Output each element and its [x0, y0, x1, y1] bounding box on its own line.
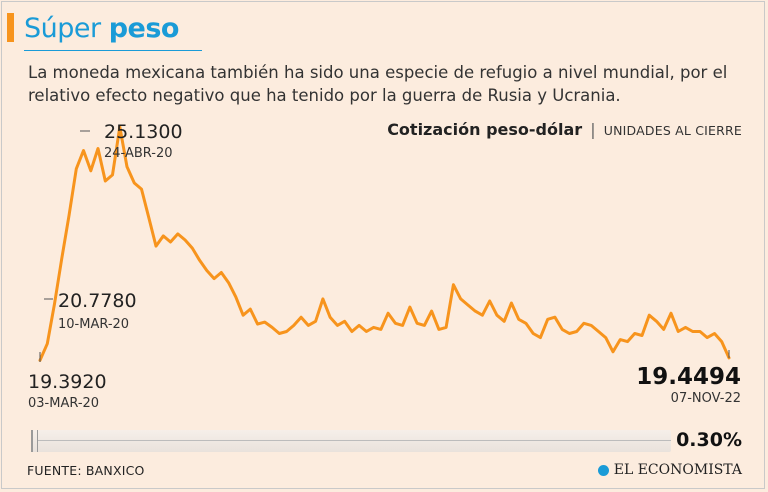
change-progress-guide [37, 440, 671, 441]
page-title: Súper peso [24, 12, 179, 46]
title-bold: peso [108, 13, 180, 44]
subtitle: La moneda mexicana también ha sido una e… [28, 63, 728, 105]
label-min-value: 19.3920 [28, 371, 107, 393]
label-early-value: 20.7780 [58, 290, 137, 312]
label-last-date: 07-NOV-22 [671, 391, 741, 406]
series-line-peso-dolar [38, 125, 731, 362]
change-progress-fill [31, 430, 33, 452]
change-progress-start-mark [37, 430, 38, 452]
chart-title-main: Cotización peso-dólar [387, 120, 583, 139]
change-percent: 0.30% [676, 429, 742, 451]
title-accent-bar [7, 13, 14, 42]
label-min-date: 03-MAR-20 [28, 396, 99, 411]
brand-name: EL ECONOMISTA [613, 462, 742, 478]
brand-logo: EL ECONOMISTA [597, 462, 742, 478]
title-underline [24, 50, 202, 51]
label-early-date: 10-MAR-20 [58, 317, 129, 332]
title-light: Súper [24, 13, 101, 44]
chart-units: UNIDADES AL CIERRE [603, 123, 742, 138]
label-max-date: 24-ABR-20 [104, 146, 173, 161]
change-progress-track [31, 430, 671, 452]
brand-globe-icon [597, 464, 609, 476]
source-note: FUENTE: BANXICO [27, 463, 145, 478]
label-last-value: 19.4494 [636, 364, 741, 390]
chart-title-separator: | [590, 120, 596, 139]
chart-title: Cotización peso-dólar | UNIDADES AL CIER… [387, 120, 742, 139]
label-max-value: 25.1300 [104, 121, 183, 143]
chart-svg: 25.1300 24-ABR-20 20.7780 10-MAR-20 19.3… [28, 121, 741, 411]
